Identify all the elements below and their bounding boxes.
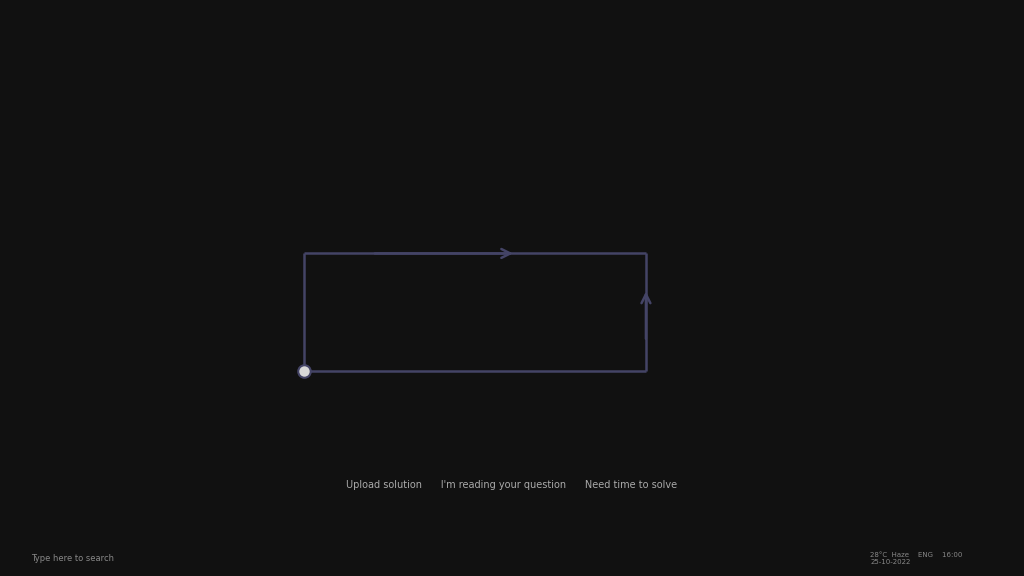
Text: 2.8 m: 2.8 m xyxy=(440,379,493,397)
Text: 1.5 m: 1.5 m xyxy=(239,303,290,321)
Text: O: O xyxy=(308,379,323,397)
Text: are moving as shown in the: are moving as shown in the xyxy=(493,97,1024,131)
Text: 3.6 ms⁻¹: 3.6 ms⁻¹ xyxy=(664,289,741,307)
Text: figure.: figure. xyxy=(145,156,282,190)
Text: Two particles: Two particles xyxy=(145,97,439,131)
Text: 28°C  Haze    ENG    16:00
25-10-2022: 28°C Haze ENG 16:00 25-10-2022 xyxy=(870,552,963,565)
Text: 6.5 kg: 6.5 kg xyxy=(308,232,365,250)
Text: Type here to search: Type here to search xyxy=(31,554,114,563)
Text: 36: 36 xyxy=(78,97,128,131)
Text: and: and xyxy=(385,97,485,131)
Text: A: A xyxy=(284,232,299,249)
Text: 2.2 ms⁻¹: 2.2 ms⁻¹ xyxy=(481,232,559,250)
Text: A: A xyxy=(353,97,381,131)
Text: B: B xyxy=(655,373,672,391)
Text: B: B xyxy=(461,97,492,131)
Text: 3.1 kg: 3.1 kg xyxy=(655,379,712,397)
Text: Upload solution      I'm reading your question      Need time to solve: Upload solution I'm reading your questio… xyxy=(346,480,678,490)
